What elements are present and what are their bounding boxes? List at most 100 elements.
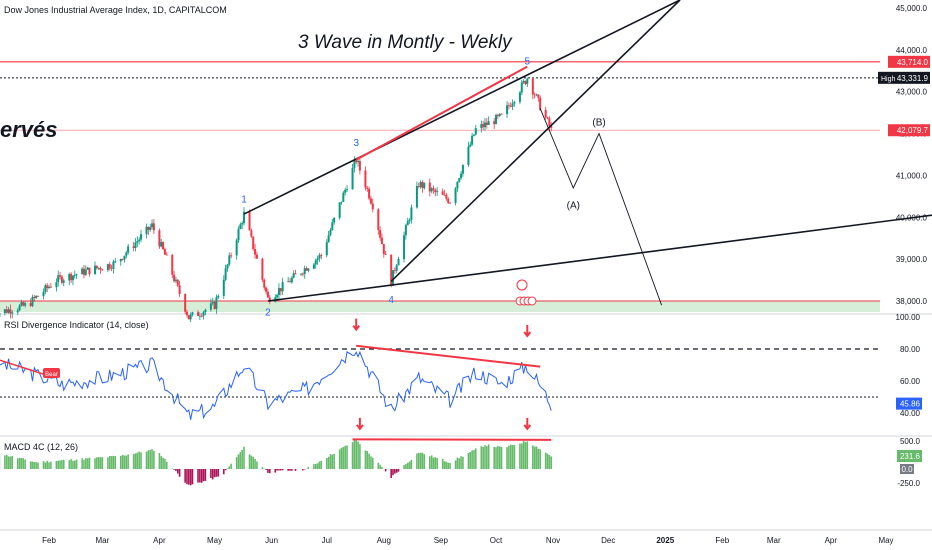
candle-body — [500, 113, 503, 115]
macd-bar — [33, 461, 36, 469]
candle-body — [49, 286, 52, 288]
macd-bar — [281, 469, 284, 471]
candle-body — [485, 122, 488, 125]
time-tick-label: Sep — [434, 536, 449, 545]
macd-bar — [302, 469, 304, 471]
candle-body — [511, 103, 514, 107]
candle-body — [119, 258, 122, 262]
macd-bar — [331, 454, 334, 469]
macd-bar — [434, 457, 437, 469]
lower-wedge-line — [390, 0, 681, 282]
candle-body — [351, 167, 354, 190]
macd-bar — [307, 466, 310, 469]
upper-channel-line — [243, 0, 681, 215]
macd-bar — [210, 469, 212, 478]
macd-bar — [390, 469, 392, 479]
macd-bar — [114, 456, 117, 469]
candle-body — [112, 261, 115, 269]
candle-body — [419, 182, 422, 187]
macd-bar — [110, 456, 113, 469]
candle-body — [163, 249, 166, 255]
macd-bar — [287, 469, 289, 471]
candle-body — [95, 265, 98, 269]
macd-pane-title: MACD 4C (12, 26) — [4, 442, 79, 452]
candle-body — [338, 202, 341, 218]
macd-bar — [50, 461, 52, 469]
macd-bar — [484, 445, 486, 469]
macd-bar — [153, 450, 155, 469]
macd-bar — [252, 456, 255, 469]
candle-body — [125, 252, 128, 256]
candle-body — [16, 310, 19, 313]
macd-bar — [469, 452, 472, 469]
candle-body — [198, 315, 201, 317]
candle-body — [454, 188, 457, 203]
macd-bar — [522, 441, 525, 469]
candle-body — [524, 80, 527, 85]
macd-bar — [211, 469, 214, 480]
macd-bar — [406, 462, 409, 469]
macd-bar — [506, 447, 508, 469]
candle-body — [526, 78, 529, 85]
macd-bar — [37, 462, 39, 469]
macd-bar — [533, 446, 536, 469]
rsi-pane-title: RSI Divergence Indicator (14, close) — [4, 320, 149, 330]
candle-body — [333, 217, 336, 223]
candle-body — [60, 276, 63, 283]
macd-bar — [70, 459, 72, 469]
macd-bar — [500, 446, 503, 469]
candle-body — [496, 115, 499, 116]
candle-body — [94, 265, 97, 275]
candle-body — [252, 236, 255, 250]
rsi-line — [0, 350, 552, 420]
macd-bar — [186, 469, 188, 485]
candle-body — [110, 268, 113, 270]
candle-body — [160, 242, 163, 247]
macd-tick-label: -250.0 — [897, 479, 920, 488]
macd-bar — [24, 459, 26, 469]
candle-body — [314, 260, 317, 265]
macd-bar — [101, 457, 104, 469]
macd-bar — [316, 463, 319, 469]
macd-bar — [35, 462, 37, 469]
macd-bar — [94, 458, 96, 469]
candle-body — [312, 264, 315, 269]
macd-divergence-line — [352, 438, 552, 441]
candle-body — [482, 124, 485, 128]
rsi-tick-label: 100.00 — [896, 313, 921, 322]
macd-bar — [342, 447, 345, 469]
price-tick-label: 43,000.0 — [896, 88, 928, 97]
macd-bar — [83, 459, 85, 469]
candle-body — [316, 258, 319, 261]
macd-bar — [59, 460, 61, 469]
candle-body — [213, 301, 216, 309]
candle-body — [458, 178, 461, 182]
candle-body — [5, 309, 8, 313]
rsi-early-divergence-line — [0, 359, 46, 376]
alert-icon — [516, 279, 528, 291]
candle-body — [384, 254, 387, 255]
macd-bar — [318, 461, 321, 469]
macd-bar — [355, 440, 358, 469]
candle-body — [305, 268, 308, 271]
candle-body — [406, 221, 409, 226]
candle-body — [55, 282, 58, 288]
candle-body — [303, 268, 306, 274]
candle-body — [222, 279, 225, 296]
candle-body — [3, 309, 6, 313]
macd-bar — [394, 469, 396, 474]
candle-body — [289, 281, 291, 283]
candle-body — [35, 295, 38, 298]
partial-annotation-text: ervés — [0, 117, 58, 142]
candle-body — [268, 297, 271, 302]
candle-body — [31, 296, 34, 306]
macd-bar — [57, 460, 60, 469]
macd-bar — [121, 454, 124, 469]
macd-bar — [4, 455, 6, 469]
candle-body — [507, 105, 510, 107]
candle-body — [36, 295, 39, 297]
candle-body — [408, 219, 411, 222]
candle-body — [357, 160, 360, 163]
macd-bar — [443, 461, 446, 469]
